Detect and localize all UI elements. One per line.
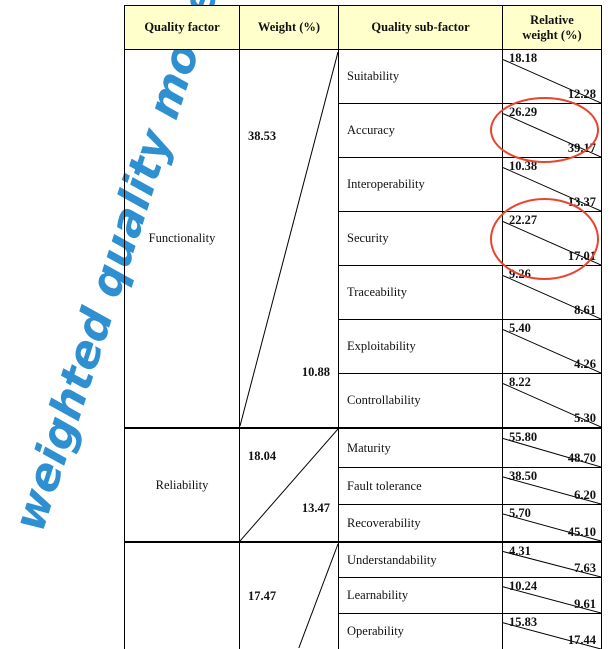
- relative-value-b: 9.61: [574, 597, 596, 612]
- header-relative-line2: weight (%): [522, 28, 581, 42]
- relative-weight-cell: 55.80 48.70: [503, 428, 602, 468]
- relative-weight-cell: 4.31 7.63: [503, 542, 602, 578]
- subfactor-name: Interoperability: [339, 158, 503, 212]
- relative-value-a: 4.31: [509, 544, 531, 559]
- relative-value-b: 12.28: [568, 87, 596, 102]
- header-quality-subfactor: Quality sub-factor: [339, 6, 503, 50]
- header-row: Quality factor Weight (%) Quality sub-fa…: [125, 6, 602, 50]
- subfactor-name: Traceability: [339, 266, 503, 320]
- relative-weight-cell: 5.40 4.26: [503, 320, 602, 374]
- weight-reliability: 18.04 13.47: [240, 428, 339, 542]
- relative-value-a: 8.22: [509, 375, 531, 390]
- relative-value-b: 5.30: [574, 411, 596, 426]
- weight-value-b: 10.88: [302, 365, 330, 380]
- table-row: Functionality 38.53 10.88 Suitability 18…: [125, 50, 602, 104]
- relative-weight-cell: 8.22 5.30: [503, 374, 602, 429]
- subfactor-name: Controllability: [339, 374, 503, 429]
- relative-weight-cell: 18.18 12.28: [503, 50, 602, 104]
- subfactor-name: Exploitability: [339, 320, 503, 374]
- relative-value-b: 7.63: [574, 561, 596, 576]
- factor-usability: [125, 542, 240, 649]
- subfactor-name: Suitability: [339, 50, 503, 104]
- weight-value-b: 13.47: [302, 501, 330, 516]
- relative-value-b: 8.61: [574, 303, 596, 318]
- weight-third-group: 17.47: [240, 542, 339, 649]
- relative-value-b: 4.26: [574, 357, 596, 372]
- header-relative-weight: Relative weight (%): [503, 6, 602, 50]
- factor-functionality: Functionality: [125, 50, 240, 429]
- subfactor-name: Fault tolerance: [339, 468, 503, 505]
- header-weight: Weight (%): [240, 6, 339, 50]
- subfactor-name: Operability: [339, 614, 503, 649]
- weight-value-a: 18.04: [248, 449, 276, 464]
- weight-value-a: 17.47: [248, 589, 276, 604]
- subfactor-name: Learnability: [339, 578, 503, 614]
- highlight-circle-security: [490, 198, 599, 280]
- highlight-circle-accuracy: [490, 97, 599, 163]
- subfactor-name: Understandability: [339, 542, 503, 578]
- subfactor-name: Recoverability: [339, 505, 503, 543]
- subfactor-name: Maturity: [339, 428, 503, 468]
- relative-weight-cell: 5.70 45.10: [503, 505, 602, 543]
- relative-weight-cell: 38.50 6.20: [503, 468, 602, 505]
- relative-value-a: 5.70: [509, 506, 531, 521]
- weight-value-a: 38.53: [248, 129, 276, 144]
- relative-value-b: 45.10: [568, 525, 596, 540]
- header-relative-line1: Relative: [530, 13, 574, 27]
- relative-value-b: 6.20: [574, 488, 596, 503]
- relative-value-a: 10.24: [509, 579, 537, 594]
- relative-value-a: 55.80: [509, 430, 537, 445]
- relative-value-b: 48.70: [568, 451, 596, 466]
- relative-value-a: 18.18: [509, 51, 537, 66]
- relative-weight-cell: 15.83 17.44: [503, 614, 602, 649]
- subfactor-name: Security: [339, 212, 503, 266]
- weight-functionality: 38.53 10.88: [240, 50, 339, 429]
- relative-value-b: 17.44: [568, 633, 596, 648]
- relative-weight-cell: 10.24 9.61: [503, 578, 602, 614]
- relative-value-a: 38.50: [509, 469, 537, 484]
- header-quality-factor: Quality factor: [125, 6, 240, 50]
- relative-value-a: 5.40: [509, 321, 531, 336]
- subfactor-name: Accuracy: [339, 104, 503, 158]
- factor-reliability: Reliability: [125, 428, 240, 542]
- relative-value-a: 15.83: [509, 615, 537, 630]
